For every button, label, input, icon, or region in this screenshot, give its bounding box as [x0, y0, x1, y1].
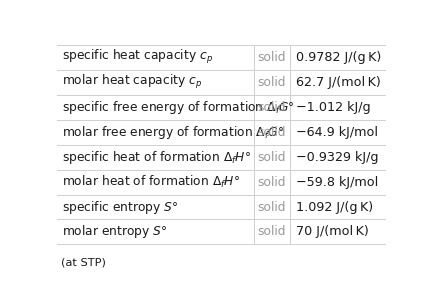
Text: solid: solid — [257, 76, 286, 89]
Text: solid: solid — [257, 51, 286, 64]
Text: −1.012 kJ/g: −1.012 kJ/g — [295, 101, 370, 114]
Text: −64.9 kJ/mol: −64.9 kJ/mol — [295, 126, 378, 139]
Text: solid: solid — [257, 176, 286, 188]
Text: 62.7 J/(mol K): 62.7 J/(mol K) — [295, 76, 381, 89]
Text: 1.092 J/(g K): 1.092 J/(g K) — [295, 200, 373, 214]
Text: 0.9782 J/(g K): 0.9782 J/(g K) — [295, 51, 381, 64]
Text: solid: solid — [257, 200, 286, 214]
Text: specific entropy $S°$: specific entropy $S°$ — [62, 199, 179, 216]
Text: specific heat capacity $c_p$: specific heat capacity $c_p$ — [62, 48, 213, 66]
Text: solid: solid — [257, 225, 286, 239]
Text: molar free energy of formation $\Delta_f G°$: molar free energy of formation $\Delta_f… — [62, 124, 284, 141]
Text: −0.9329 kJ/g: −0.9329 kJ/g — [295, 151, 378, 163]
Text: molar heat capacity $c_p$: molar heat capacity $c_p$ — [62, 73, 203, 91]
Text: solid: solid — [257, 126, 286, 139]
Text: (at STP): (at STP) — [60, 257, 105, 267]
Text: solid: solid — [257, 151, 286, 163]
Text: specific free energy of formation $\Delta_f G°$: specific free energy of formation $\Delt… — [62, 99, 295, 116]
Text: −59.8 kJ/mol: −59.8 kJ/mol — [295, 176, 378, 188]
Text: 70 J/(mol K): 70 J/(mol K) — [295, 225, 368, 239]
Text: molar heat of formation $\Delta_f H°$: molar heat of formation $\Delta_f H°$ — [62, 174, 241, 190]
Text: molar entropy $S°$: molar entropy $S°$ — [62, 224, 168, 240]
Text: solid: solid — [257, 101, 286, 114]
Text: specific heat of formation $\Delta_f H°$: specific heat of formation $\Delta_f H°$ — [62, 149, 251, 166]
